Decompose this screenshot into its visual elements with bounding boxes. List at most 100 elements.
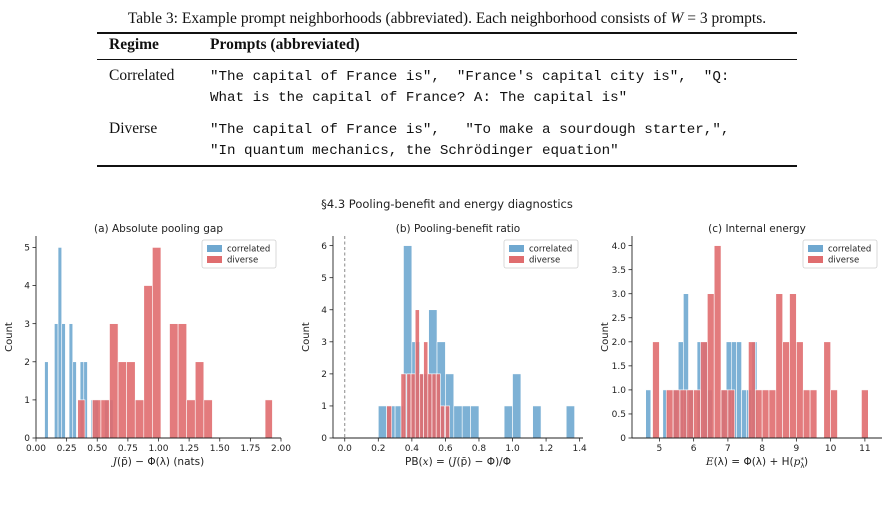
chart-b-xtick-label-5: 1.0	[505, 444, 520, 454]
figure-suptitle: §4.3 Pooling-benefit and energy diagnost…	[321, 197, 573, 211]
chart-c-ytick-label-6: 3.0	[612, 290, 627, 300]
chart-c-diverse-bar-20	[809, 389, 818, 439]
chart-b-correlated-bar-12	[503, 405, 513, 439]
chart-c-diverse-bar-19	[802, 389, 811, 439]
row-diverse-line-1: "The capital of France is", "To make a s…	[210, 122, 730, 138]
chart-b-diverse-bar-8	[431, 373, 437, 439]
row-correlated-line-2: What is the capital of France? A: The ca…	[210, 90, 628, 106]
chart-c-correlated-bar-12	[736, 341, 742, 439]
chart-a-xtick-label-6: 1.50	[210, 444, 230, 454]
chart-c-title: (c) Internal energy	[708, 223, 806, 235]
chart-c-xtick-label-4: 9	[794, 444, 800, 454]
chart-a-diverse-bar-2	[100, 399, 110, 439]
chart-a-ytick-label-4: 4	[24, 282, 30, 292]
chart-c-xtick-label-2: 7	[725, 444, 731, 454]
chart-c-legend-label-diverse: diverse	[828, 256, 859, 266]
chart-c-xlabel: E(λ) = Φ(λ) + H(pλ*)	[705, 456, 808, 470]
header-prompts: Prompts (abbreviated)	[210, 36, 360, 53]
chart-c-ytick-label-4: 2.0	[612, 338, 627, 348]
chart-a-diverse-bar-13	[203, 399, 213, 439]
chart-c-diverse-bar-21	[823, 341, 831, 439]
chart-c-ytick-label-1: 0.5	[612, 410, 626, 420]
chart-c-correlated-bar-13	[741, 389, 748, 439]
chart-c-xtick-label-0: 5	[657, 444, 663, 454]
chart-c-diverse-bar-14	[768, 389, 777, 439]
chart-b-correlated-bar-0	[378, 405, 387, 439]
caption-prefix: Table 3: Example prompt neighborhoods (a…	[127, 10, 671, 27]
chart-a-diverse-bar-12	[194, 361, 205, 439]
chart-c-ytick-label-7: 3.5	[612, 266, 626, 276]
chart-b-xtick-label-3: 0.6	[438, 444, 453, 454]
chart-a-diverse-bar-9	[169, 323, 179, 439]
chart-b-xtick-label-0: 0.0	[338, 444, 353, 454]
chart-b-correlated-bar-11	[470, 405, 480, 439]
chart-a-correlated-bar-5	[72, 361, 77, 439]
chart-b-ylabel: Count	[301, 322, 312, 352]
row-diverse-line-2: "In quantum mechanics, the Schrödinger e…	[210, 143, 619, 159]
table-mid-rule	[97, 59, 797, 60]
caption-math-eq: = 3	[683, 10, 708, 27]
chart-b-xtick-label-6: 1.2	[539, 444, 553, 454]
table-top-rule	[97, 32, 797, 34]
chart-b-legend-label-correlated: correlated	[529, 245, 572, 255]
chart-b-xlabel: PB(x) = (J(p̄) − Φ)/Φ	[405, 456, 511, 468]
chart-b-xtick-label-7: 1.4	[572, 444, 587, 454]
chart-a-correlated-bar-1	[54, 323, 59, 439]
chart-a-ytick-label-5: 5	[24, 244, 30, 254]
chart-c-diverse-bar-6	[700, 341, 708, 439]
chart-a-xtick-label-3: 0.75	[118, 444, 138, 454]
chart-b-correlated-bar-9	[453, 405, 463, 439]
chart-b-ytick-label-3: 3	[321, 338, 327, 348]
chart-b-ytick-label-1: 1	[321, 402, 327, 412]
chart-b-ytick-label-0: 0	[321, 434, 327, 444]
chart-a-xtick-label-5: 1.25	[179, 444, 199, 454]
chart-b-ytick-label-4: 4	[321, 306, 327, 316]
header-regime: Regime	[109, 36, 159, 53]
chart-b-diverse-bar-2	[406, 373, 412, 439]
chart-c-diverse-bar-10	[727, 389, 736, 439]
chart-a-ytick-label-0: 0	[24, 434, 30, 444]
table-caption: Table 3: Example prompt neighborhoods (a…	[0, 10, 894, 28]
chart-a-legend-swatch-diverse	[207, 256, 222, 263]
chart-c-diverse-bar-0	[652, 341, 660, 439]
chart-c-diverse-bar-17	[789, 293, 797, 439]
chart-a-legend-label-correlated: correlated	[227, 245, 270, 255]
chart-c-diverse-bar-18	[796, 341, 804, 439]
chart-b-correlated-bar-10	[461, 405, 471, 439]
chart-a-diverse-bar-14	[264, 399, 273, 439]
chart-c-xtick-label-6: 11	[859, 444, 870, 454]
chart-b-diverse-bar-5	[419, 373, 424, 439]
chart-c-diverse-bar-8	[713, 245, 722, 439]
chart-b-diverse-bar-1	[400, 373, 407, 439]
chart-a-xtick-label-2: 0.50	[87, 444, 107, 454]
chart-c-diverse-bar-15	[775, 293, 783, 439]
chart-c-xtick-label-3: 8	[759, 444, 765, 454]
row-correlated-regime: Correlated	[109, 67, 175, 84]
chart-a-diverse-bar-8	[152, 247, 162, 439]
chart-b-diverse-bar-11	[445, 405, 450, 439]
chart-c-diverse-bar-1	[665, 389, 674, 439]
chart-b-correlated-bar-13	[512, 373, 522, 439]
caption-suffix: prompts.	[707, 10, 767, 27]
table-bottom-rule	[97, 165, 797, 167]
chart-a-ytick-label-1: 1	[24, 396, 30, 406]
chart-b-correlated-bar-14	[532, 405, 542, 439]
chart-a-diverse-bar-5	[126, 361, 136, 439]
chart-c-legend-label-correlated: correlated	[828, 245, 871, 255]
chart-c-diverse-bar-2	[672, 389, 681, 439]
chart-c-diverse-bar-11	[748, 341, 756, 439]
chart-a-diverse-bar-3	[109, 323, 119, 439]
chart-a-correlated-bar-2	[57, 247, 63, 439]
chart-a-correlated-bar-4	[68, 323, 74, 439]
chart-a-ytick-label-2: 2	[24, 358, 30, 368]
chart-b-legend-label-diverse: diverse	[529, 256, 560, 266]
chart-b-diverse-bar-0	[386, 405, 393, 439]
chart-a-diverse-bar-11	[186, 399, 196, 439]
chart-b-ytick-label-2: 2	[321, 370, 327, 380]
chart-c-ylabel: Count	[600, 322, 611, 352]
chart-a-correlated-bar-0	[44, 361, 49, 439]
chart-b-title: (b) Pooling-benefit ratio	[396, 223, 520, 235]
chart-c-diverse-bar-4	[686, 389, 694, 439]
chart-c-diverse-bar-16	[782, 341, 790, 439]
diagnostics-figure: §4.3 Pooling-benefit and energy diagnost…	[4, 197, 882, 470]
